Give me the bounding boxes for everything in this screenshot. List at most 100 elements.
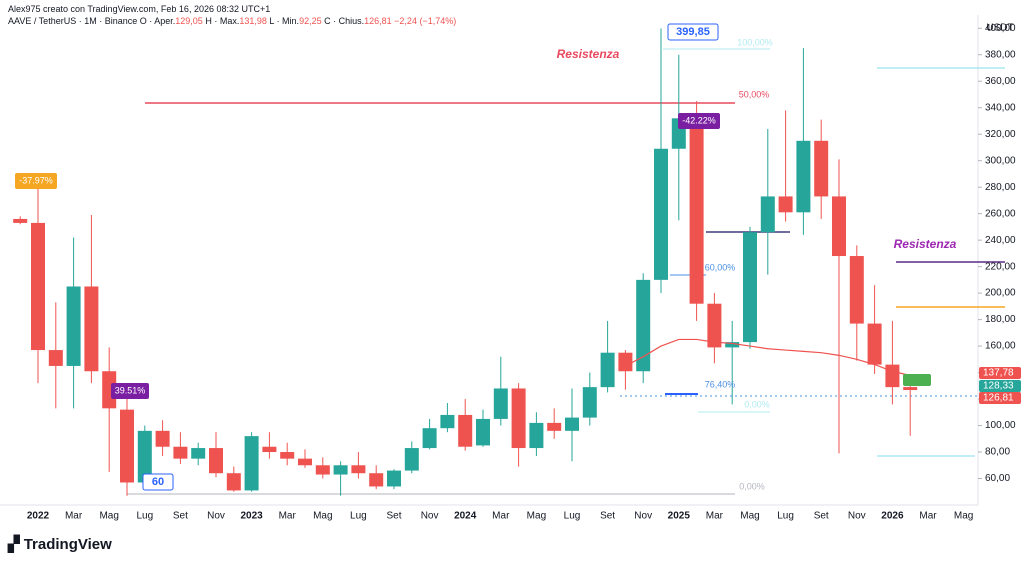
fib-label: 60,00% [705,262,736,272]
logo-text: TradingView [23,536,112,553]
annotation: 399,85 [676,26,710,38]
price-marker-label: 137,78 [983,368,1014,379]
candle-body [422,428,437,449]
candle-body [547,422,562,431]
candle-body [760,196,775,233]
x-tick-label: Nov [421,511,439,522]
x-tick-label: Set [386,511,401,522]
annotation-box [15,173,57,189]
y-tick-label: 300,00 [985,155,1016,166]
annotation-box [142,473,174,491]
ohlc-key: O · Aper. [139,16,176,26]
fib-label: 76,40% [705,379,736,389]
candle-body [120,409,134,483]
candle-body [280,452,295,459]
header: Alex975 creato con TradingView.com, Feb … [8,3,456,27]
ohlc-key: C · Chius. [324,16,365,26]
fib-label: 50,00% [739,89,770,99]
x-tick-label: Set [173,511,188,522]
x-tick-label: Set [600,511,615,522]
x-tick-label: Lug [777,511,794,522]
x-tick-label: Mar [492,511,510,522]
price-marker-label: 128,33 [983,381,1014,392]
y-tick-label: 220,00 [985,261,1016,272]
y-tick-label: 380,00 [985,49,1016,60]
x-tick-label: 2025 [668,511,691,522]
candle-body [689,118,704,304]
candle-body [814,140,829,197]
candle-body [13,218,28,223]
candle-body [778,196,793,213]
x-tick-label: Nov [634,511,652,522]
annotation: 60 [152,476,164,488]
candle-body [137,430,152,483]
y-tick-label: 360,00 [985,76,1016,87]
price-marker-label: 126,81 [983,393,1014,404]
candle-body [191,448,206,459]
y-tick-label: 240,00 [985,235,1016,246]
candle-body [725,342,740,348]
candle-body [476,418,490,446]
candle-body [654,148,668,280]
ohlc-value: 92,25 [299,16,322,26]
candle-body [351,465,366,474]
candle-body [743,232,757,343]
x-tick-label: Mar [65,511,83,522]
y-tick-label: 260,00 [985,208,1016,219]
candle-body [493,388,508,419]
candle-body [618,352,633,372]
candle-body [66,286,81,366]
fib-label: 0,00% [739,481,765,491]
x-tick-label: Mar [919,511,937,522]
x-tick-label: Lug [350,511,367,522]
candle-body [600,352,615,388]
x-tick-label: Mag [527,511,546,522]
target-box [903,374,931,386]
candle-body [458,414,473,447]
x-tick-label: Set [814,511,829,522]
chart: USDT 60,0080,00100,00120,00140,00160,001… [0,15,1021,522]
y-tick-label: 100,00 [985,420,1016,431]
x-tick-label: Mag [954,511,973,522]
x-tick-label: Lug [136,511,153,522]
candle-body [387,470,401,487]
candle-body [102,371,117,409]
ohlc-key: L · Min. [269,16,300,26]
annotation: Resistenza [894,237,957,251]
candle-body [173,446,188,459]
annotation-box [667,23,719,41]
candle-body [262,446,277,453]
credit: Alex975 creato con TradingView.com, Feb … [8,4,271,14]
ohlc-key: H · Max. [205,16,240,26]
x-tick-label: 2026 [881,511,904,522]
fib-label: 100,00% [737,37,773,47]
candle-body [832,196,846,257]
candle-body [155,430,170,447]
candle-body [369,473,384,487]
candle-body [244,436,259,491]
candle-body [707,303,722,348]
ohlc-value: 129,05 [175,16,203,26]
x-tick-label: Mar [706,511,724,522]
x-tick-label: Lug [564,511,581,522]
candle-body [903,387,918,391]
annotation: -42.22% [682,115,716,125]
annotation: -37.97% [19,175,53,185]
x-tick-label: 2023 [240,511,263,522]
candle-body [796,140,811,213]
candle-body [636,279,651,372]
y-tick-label: 180,00 [985,314,1016,325]
candle-body [440,414,455,429]
ohlc-value: 126,81 [364,16,392,26]
x-tick-label: Mag [740,511,759,522]
y-tick-label: 340,00 [985,102,1016,113]
candle-body [315,465,330,475]
candle-body [849,256,864,324]
price-marker [979,367,1021,379]
y-tick-label: 320,00 [985,129,1016,140]
candle-body [885,364,900,388]
annotation-box [678,113,720,129]
ohlc-value: 131,98 [239,16,267,26]
symbol: AAVE / TetherUS · 1M · Binance [8,16,138,26]
annotation: 39.51% [115,385,146,395]
